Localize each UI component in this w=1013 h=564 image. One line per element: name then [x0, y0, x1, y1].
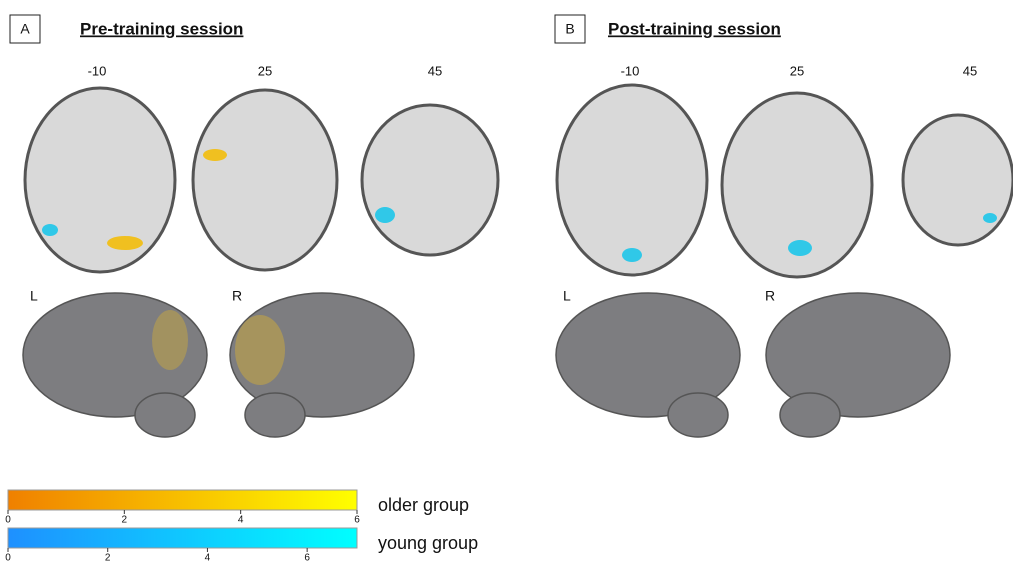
- tick-label: 0: [5, 553, 11, 564]
- hemisphere-label: R: [232, 288, 242, 304]
- slice-label: -10: [621, 63, 640, 78]
- slice-label: 45: [963, 63, 977, 78]
- tick-label: 6: [304, 553, 310, 564]
- tick-label: 6: [354, 515, 360, 526]
- tick-label: 2: [105, 553, 111, 564]
- slice-label: 25: [258, 63, 272, 78]
- panel-label-box: [554, 14, 586, 44]
- panel-title: Pre-training session: [80, 19, 243, 38]
- activation: [788, 240, 812, 256]
- panel-title: Post-training session: [608, 19, 781, 38]
- tick-label: 0: [5, 515, 11, 526]
- activation: [42, 224, 58, 236]
- axial-brain: [23, 86, 177, 274]
- axial-brain: [191, 88, 339, 272]
- axial-brain: [360, 103, 500, 257]
- colorbar: [7, 489, 358, 511]
- slice-label: 45: [428, 63, 442, 78]
- lateral-brain: [555, 292, 741, 418]
- cerebellum: [667, 392, 729, 438]
- colorbar: [7, 527, 358, 549]
- panel-label: B: [565, 21, 574, 37]
- colorbars: 0 2 4 6 older group 0 2 4 6 young group: [5, 489, 478, 564]
- activation: [622, 248, 642, 262]
- legend-label: older group: [378, 495, 469, 515]
- activation: [203, 149, 227, 161]
- legend-label: young group: [378, 533, 478, 553]
- hemisphere-label: L: [563, 288, 571, 304]
- cerebellum: [244, 392, 306, 438]
- hemisphere-label: L: [30, 288, 38, 304]
- hemisphere-label: R: [765, 288, 775, 304]
- activation: [152, 310, 188, 370]
- activation: [983, 213, 997, 223]
- axial-brain: [901, 113, 1013, 247]
- panel-label: A: [20, 21, 30, 37]
- activation: [107, 236, 143, 250]
- tick-label: 4: [205, 553, 211, 564]
- slice-label: -10: [88, 63, 107, 78]
- activation: [375, 207, 395, 223]
- panel-label-box: [9, 14, 41, 44]
- axial-brain: [720, 91, 874, 279]
- cerebellum: [134, 392, 196, 438]
- lateral-brain: [765, 292, 951, 418]
- cerebellum: [779, 392, 841, 438]
- axial-brain: [555, 83, 709, 277]
- slice-label: 25: [790, 63, 804, 78]
- panel-b: B Post-training session -10 25 45 L R: [554, 14, 1013, 438]
- tick-label: 2: [122, 515, 128, 526]
- tick-label: 4: [238, 515, 244, 526]
- panel-a: A Pre-training session -10 25 45 L R: [9, 14, 500, 438]
- activation: [235, 315, 285, 385]
